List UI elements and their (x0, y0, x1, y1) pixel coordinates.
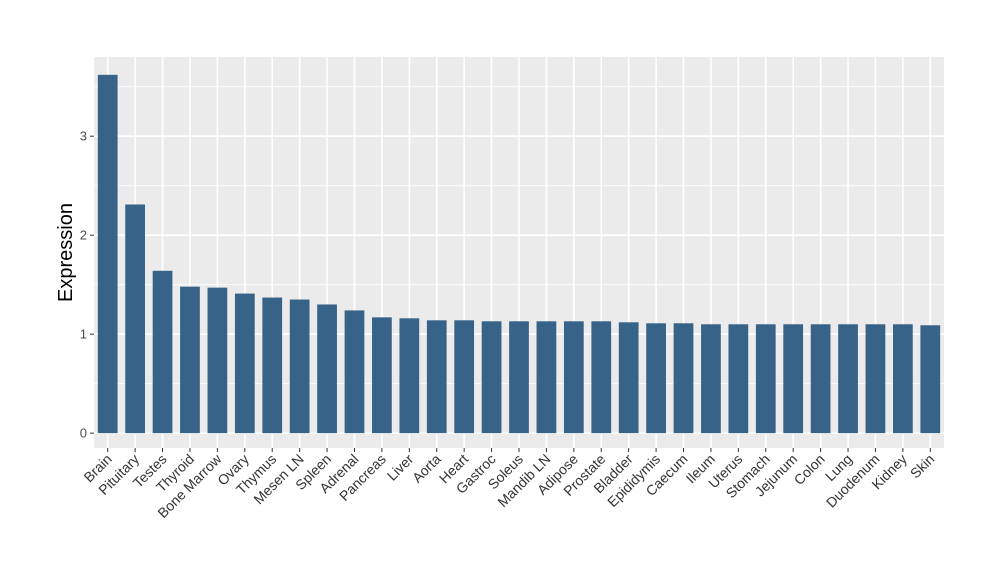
bar-testes (152, 270, 173, 434)
x-tick-label: Aorta (409, 451, 444, 486)
bar-stomach (755, 324, 776, 434)
bar-bladder (618, 322, 639, 434)
bar-bone-marrow (207, 287, 228, 434)
y-axis-title: Expression (55, 203, 77, 302)
bar-duodenum (865, 324, 886, 434)
bar-kidney (893, 324, 913, 434)
bar-lung (838, 324, 858, 434)
bar-jejunum (783, 324, 804, 434)
bar-mesen-ln (289, 299, 310, 434)
y-tick-label: 0 (80, 426, 87, 441)
bar-thyroid (180, 286, 200, 434)
bar-mandib-ln (536, 321, 557, 434)
bar-thymus (262, 297, 283, 434)
bar-skin (920, 325, 941, 434)
bar-ileum (701, 324, 721, 434)
bar-aorta (426, 320, 447, 434)
bar-uterus (728, 324, 749, 434)
bar-pituitary (125, 204, 145, 434)
y-tick-label: 1 (80, 327, 87, 342)
bar-soleus (509, 321, 529, 434)
bar-gastroc (481, 321, 502, 434)
bar-epididymis (646, 323, 666, 434)
bar-colon (810, 324, 831, 434)
x-tick-label: Skin (907, 451, 938, 482)
bar-adrenal (344, 310, 365, 434)
bars (97, 74, 941, 434)
bar-adipose (563, 321, 584, 434)
y-tick-label: 3 (80, 129, 87, 144)
bar-caecum (673, 323, 694, 434)
bar-prostate (591, 321, 612, 434)
bar-spleen (317, 304, 337, 434)
bar-brain (97, 74, 118, 434)
bar-heart (454, 320, 475, 434)
bar-liver (399, 318, 420, 434)
y-tick-label: 2 (80, 228, 87, 243)
bar-pancreas (372, 317, 392, 434)
x-tick-label: Colon (791, 451, 828, 488)
y-axis: 0 1 2 3 (80, 129, 94, 441)
bar-ovary (234, 293, 255, 434)
